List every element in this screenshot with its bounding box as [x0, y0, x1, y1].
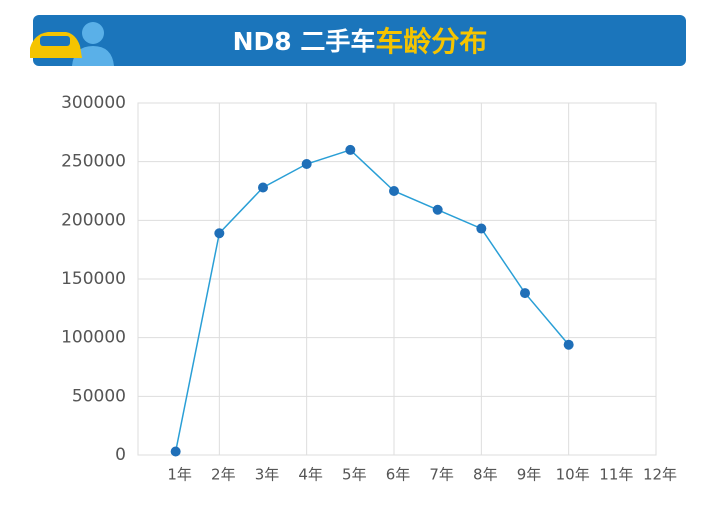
- x-tick-label: 9年: [517, 466, 542, 484]
- title-main: ND8 二手车: [233, 27, 376, 56]
- x-tick-label: 4年: [298, 466, 323, 484]
- y-tick-label: 100000: [61, 328, 126, 348]
- header-bar: [33, 15, 686, 66]
- x-tick-label: 10年: [556, 466, 590, 484]
- point: [301, 159, 312, 170]
- x-tick-label: 7年: [429, 466, 454, 484]
- y-tick-label: 300000: [61, 93, 126, 113]
- point: [520, 288, 530, 299]
- point: [258, 182, 268, 193]
- x-tick-label: 2年: [211, 466, 236, 484]
- point: [345, 144, 356, 155]
- y-tick-label: 200000: [61, 210, 126, 230]
- x-tick-label: 11年: [599, 466, 633, 484]
- y-tick-label: 0: [115, 445, 126, 465]
- x-tick-label: 12年: [643, 466, 677, 484]
- x-tick-label: 6年: [386, 466, 411, 484]
- x-tick-label: 1年: [167, 466, 192, 484]
- y-tick-label: 50000: [72, 386, 126, 406]
- point: [389, 186, 399, 196]
- x-tick-label: 5年: [342, 466, 367, 484]
- title-highlight: 车龄分布: [375, 25, 487, 58]
- point: [170, 446, 181, 457]
- point: [563, 339, 574, 350]
- point: [214, 228, 225, 239]
- header-icon: [30, 22, 114, 66]
- series-line: [174, 149, 570, 452]
- x-tick-label: 3年: [255, 466, 280, 484]
- point: [432, 204, 443, 215]
- point: [476, 223, 487, 234]
- y-tick-label: 150000: [61, 269, 126, 289]
- y-tick-label: 250000: [61, 152, 126, 172]
- chart-title: ND8 二手车车龄分布: [233, 25, 488, 58]
- x-tick-label: 8年: [473, 466, 498, 484]
